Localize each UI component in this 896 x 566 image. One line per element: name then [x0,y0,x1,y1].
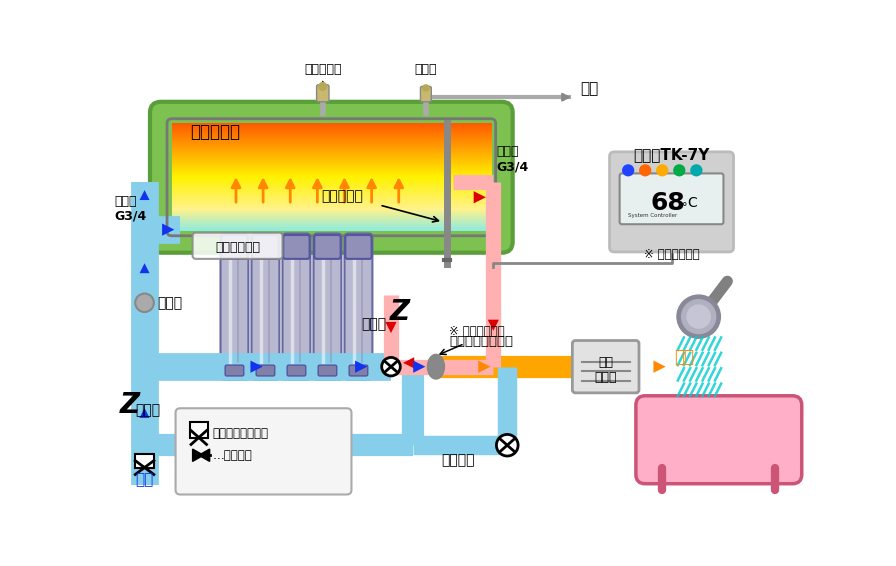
Text: 給水口
G3/4: 給水口 G3/4 [115,195,147,222]
FancyBboxPatch shape [349,365,367,376]
Text: 空気抜き弁: 空気抜き弁 [304,62,341,75]
FancyBboxPatch shape [314,235,340,259]
FancyBboxPatch shape [225,365,244,376]
FancyBboxPatch shape [345,235,372,259]
Text: °: ° [683,201,688,212]
Circle shape [319,83,327,90]
Circle shape [687,305,711,328]
Text: 減圧弁: 減圧弁 [157,297,182,310]
Text: 温圧弁: 温圧弁 [415,62,437,75]
Text: Z: Z [390,298,409,327]
Circle shape [682,299,716,333]
Text: ミキシングバルブ: ミキシングバルブ [449,335,513,348]
Text: 逆止弁: 逆止弁 [362,317,387,331]
Text: …通常閉栓: …通常閉栓 [212,449,253,462]
Text: ※ オプション品: ※ オプション品 [449,325,504,338]
Text: Z: Z [120,391,140,419]
FancyBboxPatch shape [150,102,513,253]
Text: 給湯: 給湯 [674,348,694,366]
FancyBboxPatch shape [573,341,639,393]
Text: 既設
給湯器: 既設 給湯器 [594,356,617,384]
Text: System Controller: System Controller [628,213,677,218]
Text: 排水: 排水 [580,82,599,96]
Text: 止水栓・通常開栓: 止水栓・通常開栓 [212,427,269,440]
FancyBboxPatch shape [344,233,373,380]
Text: 68: 68 [650,191,685,216]
Text: 貯湯タンク: 貯湯タンク [190,123,240,142]
Circle shape [657,165,668,175]
FancyBboxPatch shape [221,235,247,259]
Circle shape [135,294,154,312]
FancyBboxPatch shape [420,87,431,102]
Circle shape [674,165,685,175]
FancyBboxPatch shape [609,152,734,252]
Text: 給水: 給水 [135,471,154,487]
FancyBboxPatch shape [220,233,248,380]
Circle shape [623,165,633,175]
FancyBboxPatch shape [193,233,282,259]
Bar [189,422,208,438]
Text: 制御器TK-7Y: 制御器TK-7Y [633,148,710,162]
Text: 給湯口
G3/4: 給湯口 G3/4 [496,145,529,173]
Circle shape [640,165,650,175]
FancyBboxPatch shape [620,173,723,224]
FancyBboxPatch shape [282,233,310,380]
FancyBboxPatch shape [314,233,341,380]
Text: ※ オプション品: ※ オプション品 [643,248,700,261]
Ellipse shape [427,354,444,379]
Text: 逆止弁: 逆止弁 [135,404,160,417]
Circle shape [677,295,720,338]
FancyBboxPatch shape [253,235,279,259]
FancyBboxPatch shape [318,365,337,376]
Text: 温度センサ: 温度センサ [322,190,363,203]
FancyBboxPatch shape [176,408,351,495]
Text: バイパス: バイパス [442,453,475,468]
Text: ヒートパイプ: ヒートパイプ [215,241,260,254]
FancyBboxPatch shape [287,365,306,376]
Circle shape [423,85,429,91]
Bar [135,454,154,468]
FancyBboxPatch shape [316,85,329,102]
FancyBboxPatch shape [636,396,802,484]
FancyBboxPatch shape [252,233,280,380]
FancyBboxPatch shape [256,365,275,376]
Circle shape [382,358,401,376]
Text: C: C [687,196,697,211]
FancyBboxPatch shape [283,235,310,259]
Polygon shape [193,449,203,461]
Circle shape [691,165,702,175]
Polygon shape [199,449,210,461]
Circle shape [496,435,518,456]
